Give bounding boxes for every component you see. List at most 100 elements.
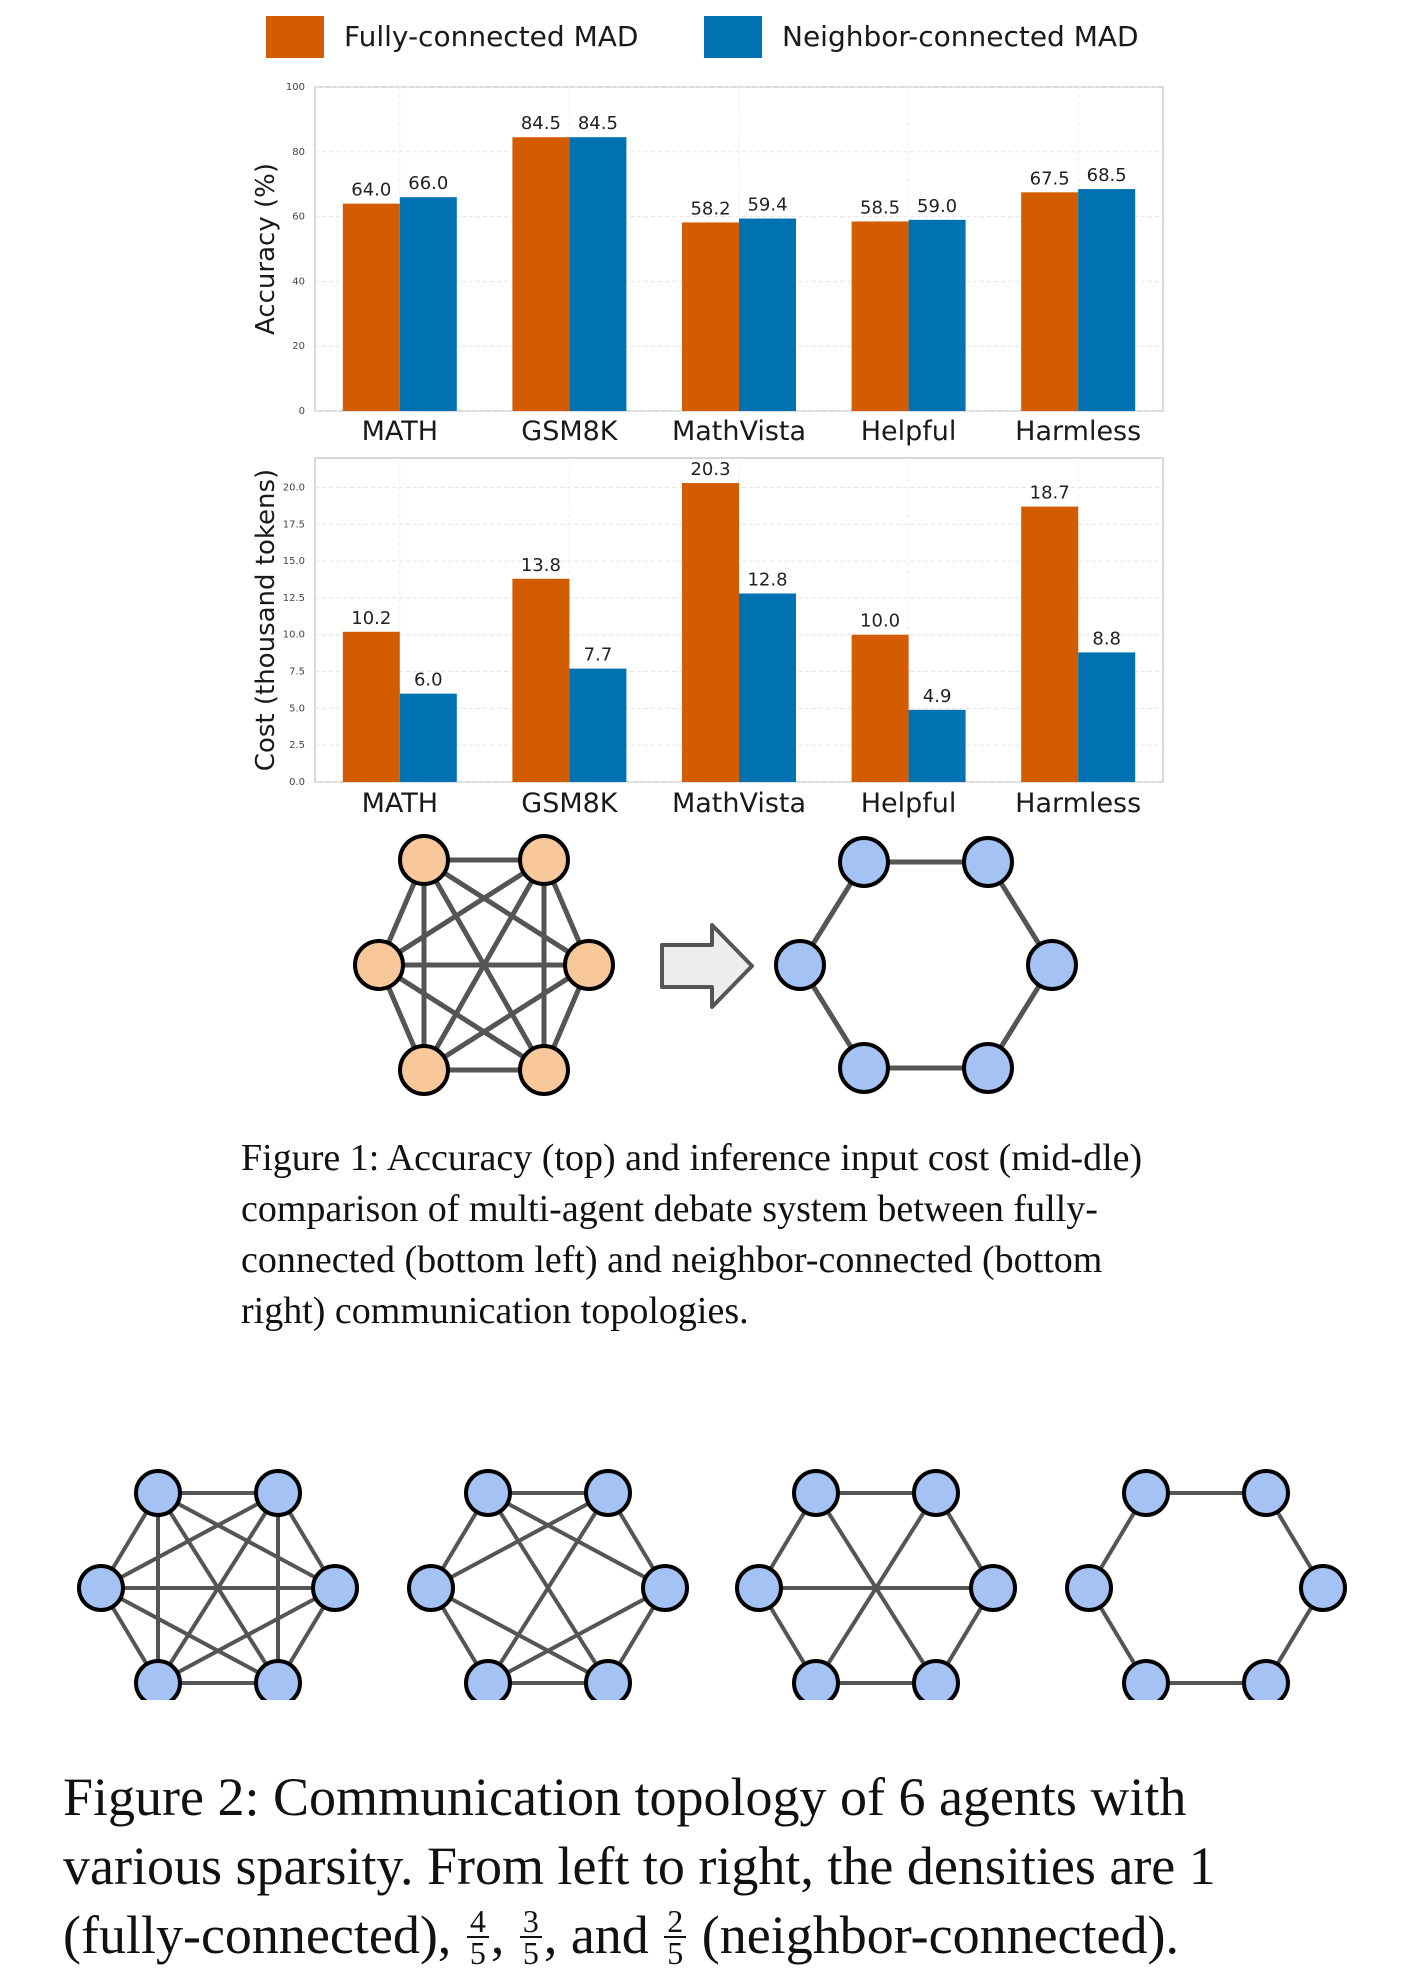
fig2-graph-4-agent-node	[1122, 1469, 1170, 1517]
cost-bar-fully	[512, 578, 570, 782]
fig2-graph-3-agent-node	[792, 1469, 840, 1517]
fig2-graph-2-edge	[430, 1586, 609, 1685]
accuracy-bar-fully	[512, 137, 570, 411]
cost-bar-neighbor	[399, 693, 457, 782]
fig2-graph-4-agent-node	[1065, 1564, 1113, 1612]
fig2-graph-3-agent-node	[912, 1469, 960, 1517]
fig2-graph-4-agent-node	[1299, 1564, 1347, 1612]
cost-data-label: 13.8	[521, 555, 561, 576]
cost-category-label: Harmless	[1015, 788, 1141, 819]
accuracy-ytick-label: 80	[292, 147, 305, 158]
fig2-graph-3-agent-node	[792, 1659, 840, 1700]
figure1-topology-graphs	[353, 834, 1078, 1096]
cost-data-label: 8.8	[1092, 628, 1121, 649]
accuracy-category-label: Harmless	[1015, 416, 1141, 447]
fig1-neighbor-agent-node	[838, 836, 890, 888]
accuracy-category-label: MathVista	[672, 416, 806, 447]
cost-ytick-label: 10.0	[283, 630, 305, 641]
fig2-graph-2-agent-node	[584, 1469, 632, 1517]
fig2-graph-1-agent-node	[134, 1659, 182, 1700]
cost-data-label: 10.0	[860, 611, 900, 632]
accuracy-category-label: Helpful	[861, 416, 957, 447]
cost-bar-fully	[342, 631, 400, 782]
fig2-graph-1-agent-node	[254, 1469, 302, 1517]
cost-ytick-label: 2.5	[289, 740, 305, 751]
accuracy-ytick-label: 60	[292, 212, 305, 223]
accuracy-data-label: 58.2	[690, 198, 730, 219]
cost-bar-neighbor	[1078, 652, 1136, 782]
fig2-graph-1-edge	[100, 1491, 279, 1590]
cost-ytick-label: 20.0	[283, 482, 305, 493]
accuracy-bar-fully	[851, 221, 909, 411]
fig2-graph-3-agent-node	[969, 1564, 1017, 1612]
cost-bar-fully	[1021, 506, 1079, 782]
fig1-fully-agent-node	[398, 1044, 450, 1096]
legend-label-neighbor: Neighbor-connected MAD	[782, 20, 1139, 53]
cost-ytick-label: 17.5	[283, 519, 305, 530]
accuracy-ytick-label: 0	[299, 406, 305, 417]
accuracy-bar-fully	[682, 222, 739, 411]
accuracy-data-label: 84.5	[578, 113, 618, 134]
transition-arrow-icon	[660, 923, 754, 1009]
accuracy-bar-neighbor	[399, 197, 457, 411]
accuracy-data-label: 66.0	[408, 173, 448, 194]
accuracy-data-label: 59.0	[917, 196, 957, 217]
legend-swatch-fully	[266, 16, 324, 58]
fig2-graph-3-agent-node	[735, 1564, 783, 1612]
cost-bar-neighbor	[739, 593, 796, 782]
fig1-fully-agent-node	[518, 834, 570, 886]
fig1-fully-edge	[422, 962, 591, 1073]
accuracy-data-label: 84.5	[521, 113, 561, 134]
fig2-graph-1-agent-node	[254, 1659, 302, 1700]
cost-data-label: 6.0	[414, 670, 443, 691]
accuracy-data-label: 68.5	[1087, 165, 1127, 186]
fig1-fully-edge	[377, 857, 546, 968]
cost-data-label: 12.8	[747, 569, 787, 590]
accuracy-ylabel: Accuracy (%)	[251, 163, 281, 335]
accuracy-bar-neighbor	[569, 137, 627, 411]
cost-category-label: MathVista	[672, 788, 806, 819]
accuracy-bar-neighbor	[908, 219, 966, 411]
accuracy-data-label: 64.0	[351, 180, 391, 201]
fig2-graph-2-agent-node	[584, 1659, 632, 1700]
accuracy-bar-fully	[342, 203, 400, 411]
figure2-topology-graphs	[77, 1469, 1347, 1700]
legend-swatch-neighbor	[704, 16, 762, 58]
fig2-graph-4-agent-node	[1122, 1659, 1170, 1700]
fig2-graph-3-agent-node	[912, 1659, 960, 1700]
figure2-caption: Figure 2: Communication topology of 6 ag…	[63, 1767, 1216, 1971]
accuracy-data-label: 67.5	[1030, 168, 1070, 189]
fig1-neighbor-agent-node	[962, 1042, 1014, 1094]
accuracy-category-label: MATH	[362, 416, 438, 447]
cost-ylabel: Cost (thousand tokens)	[251, 469, 281, 771]
fig2-graph-1-agent-node	[77, 1564, 125, 1612]
fig2-graph-2-agent-node	[407, 1564, 455, 1612]
fig1-neighbor-agent-node	[1026, 939, 1078, 991]
accuracy-bar-neighbor	[739, 218, 796, 411]
fig2-graph-1-edge	[157, 1586, 336, 1685]
fig1-fully-agent-node	[518, 1044, 570, 1096]
cost-data-label: 18.7	[1030, 483, 1070, 504]
cost-category-label: GSM8K	[521, 788, 619, 819]
figure2-caption-text: Communication topology of 6 agents with …	[63, 1767, 1216, 1965]
figure2-caption-text-end: (neighbor-connected).	[701, 1905, 1179, 1965]
figure2-caption-label: Figure 2:	[63, 1767, 260, 1827]
cost-data-label: 7.7	[584, 645, 613, 666]
accuracy-bar-neighbor	[1078, 189, 1136, 411]
cost-ytick-label: 0.0	[289, 777, 305, 788]
fig2-graph-2-agent-node	[641, 1564, 689, 1612]
fig1-fully-agent-node	[353, 939, 405, 991]
accuracy-ytick-label: 20	[292, 341, 305, 352]
accuracy-ytick-label: 100	[286, 82, 305, 93]
cost-bar-fully	[851, 634, 909, 782]
figure1-caption-text: Accuracy (top) and inference input cost …	[241, 1137, 1143, 1332]
cost-data-label: 20.3	[690, 459, 730, 480]
accuracy-chart: 0 20 40 60 80 100 Accuracy (%) 64.0 66.0 MATH 84.5…	[251, 82, 1164, 447]
fig2-graph-2-edge	[487, 1586, 666, 1685]
fig1-neighbor-agent-node	[774, 939, 826, 991]
fig1-fully-agent-node	[563, 939, 615, 991]
fig2-graph-4-agent-node	[1242, 1659, 1290, 1700]
